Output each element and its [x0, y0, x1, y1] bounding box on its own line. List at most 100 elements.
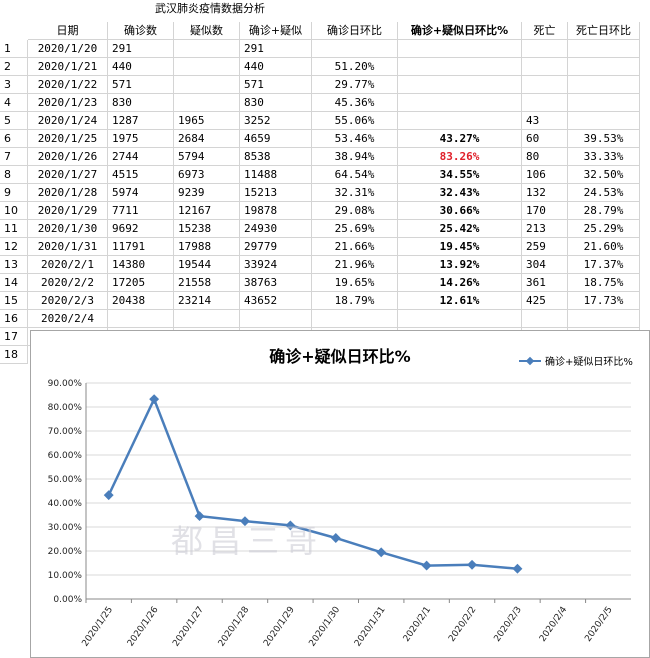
- table-cell-suspected[interactable]: 6973: [174, 166, 240, 184]
- column-header-sum-ratio[interactable]: 确诊+疑似日环比%: [398, 22, 522, 40]
- table-cell-death-ratio[interactable]: 32.50%: [568, 166, 640, 184]
- table-cell-suspected[interactable]: [174, 94, 240, 112]
- table-cell-suspected[interactable]: 21558: [174, 274, 240, 292]
- table-cell-confirmed[interactable]: 2744: [108, 148, 174, 166]
- table-cell-sum[interactable]: 3252: [240, 112, 312, 130]
- row-number[interactable]: 8: [0, 166, 28, 184]
- table-cell-suspected[interactable]: 19544: [174, 256, 240, 274]
- row-number[interactable]: 2: [0, 58, 28, 76]
- table-cell-confirmed[interactable]: 7711: [108, 202, 174, 220]
- table-cell-conf-ratio[interactable]: [312, 40, 398, 58]
- table-cell-deaths[interactable]: [522, 76, 568, 94]
- table-cell-sum-ratio[interactable]: [398, 112, 522, 130]
- table-cell-deaths[interactable]: 43: [522, 112, 568, 130]
- table-cell-sum-ratio[interactable]: 25.42%: [398, 220, 522, 238]
- table-cell-confirmed[interactable]: 11791: [108, 238, 174, 256]
- table-cell-confirmed[interactable]: 291: [108, 40, 174, 58]
- line-chart[interactable]: 确诊+疑似日环比% 确诊+疑似日环比% 0.00% 10.00% 20.00% 30.…: [30, 330, 650, 658]
- table-cell-death-ratio[interactable]: [568, 40, 640, 58]
- table-cell-suspected[interactable]: [174, 40, 240, 58]
- table-cell-conf-ratio[interactable]: 53.46%: [312, 130, 398, 148]
- table-cell-conf-ratio[interactable]: 51.20%: [312, 58, 398, 76]
- table-cell-sum-ratio[interactable]: 14.26%: [398, 274, 522, 292]
- table-cell-sum-ratio[interactable]: 32.43%: [398, 184, 522, 202]
- row-number[interactable]: 5: [0, 112, 28, 130]
- row-number[interactable]: 12: [0, 238, 28, 256]
- table-cell-suspected[interactable]: 2684: [174, 130, 240, 148]
- row-number[interactable]: 11: [0, 220, 28, 238]
- table-cell-date[interactable]: 2020/1/29: [28, 202, 108, 220]
- table-cell-deaths[interactable]: [522, 94, 568, 112]
- table-cell-conf-ratio[interactable]: 21.96%: [312, 256, 398, 274]
- table-cell-date[interactable]: 2020/1/23: [28, 94, 108, 112]
- column-header-suspected[interactable]: 疑似数: [174, 22, 240, 40]
- table-cell-death-ratio[interactable]: 17.37%: [568, 256, 640, 274]
- table-cell-suspected[interactable]: [174, 58, 240, 76]
- table-cell-conf-ratio[interactable]: 45.36%: [312, 94, 398, 112]
- row-number[interactable]: 1: [0, 40, 28, 58]
- table-cell-deaths[interactable]: [522, 58, 568, 76]
- table-cell-confirmed[interactable]: 17205: [108, 274, 174, 292]
- table-cell-death-ratio[interactable]: 18.75%: [568, 274, 640, 292]
- column-header-confirmed[interactable]: 确诊数: [108, 22, 174, 40]
- table-cell-deaths[interactable]: 106: [522, 166, 568, 184]
- table-cell-sum[interactable]: 4659: [240, 130, 312, 148]
- table-cell-suspected[interactable]: 17988: [174, 238, 240, 256]
- table-cell-date[interactable]: 2020/1/22: [28, 76, 108, 94]
- table-cell-conf-ratio[interactable]: 38.94%: [312, 148, 398, 166]
- table-cell-date[interactable]: 2020/1/27: [28, 166, 108, 184]
- row-number[interactable]: 7: [0, 148, 28, 166]
- table-cell-confirmed[interactable]: 5974: [108, 184, 174, 202]
- table-cell-sum-ratio[interactable]: 30.66%: [398, 202, 522, 220]
- table-cell-conf-ratio[interactable]: 29.77%: [312, 76, 398, 94]
- table-cell-conf-ratio[interactable]: 64.54%: [312, 166, 398, 184]
- table-cell-deaths[interactable]: 304: [522, 256, 568, 274]
- table-cell-death-ratio[interactable]: [568, 112, 640, 130]
- table-cell-conf-ratio[interactable]: 55.06%: [312, 112, 398, 130]
- table-cell-conf-ratio[interactable]: 19.65%: [312, 274, 398, 292]
- table-cell-sum[interactable]: 11488: [240, 166, 312, 184]
- table-cell-death-ratio[interactable]: 39.53%: [568, 130, 640, 148]
- table-cell-death-ratio[interactable]: 33.33%: [568, 148, 640, 166]
- table-cell-suspected[interactable]: [174, 76, 240, 94]
- table-cell-death-ratio[interactable]: 25.29%: [568, 220, 640, 238]
- table-cell-sum-ratio[interactable]: 12.61%: [398, 292, 522, 310]
- column-header-deaths[interactable]: 死亡: [522, 22, 568, 40]
- table-cell-suspected[interactable]: 12167: [174, 202, 240, 220]
- table-cell-sum[interactable]: 291: [240, 40, 312, 58]
- column-header-sum[interactable]: 确诊+疑似: [240, 22, 312, 40]
- table-cell-suspected[interactable]: 23214: [174, 292, 240, 310]
- table-cell-death-ratio[interactable]: 24.53%: [568, 184, 640, 202]
- table-cell-conf-ratio[interactable]: 29.08%: [312, 202, 398, 220]
- table-cell-conf-ratio[interactable]: 25.69%: [312, 220, 398, 238]
- table-cell-conf-ratio[interactable]: 18.79%: [312, 292, 398, 310]
- table-cell-sum-ratio[interactable]: [398, 58, 522, 76]
- table-cell-sum-ratio[interactable]: [398, 76, 522, 94]
- table-cell-confirmed[interactable]: 1287: [108, 112, 174, 130]
- table-cell-sum[interactable]: 24930: [240, 220, 312, 238]
- table-cell-suspected[interactable]: 5794: [174, 148, 240, 166]
- table-cell-conf-ratio[interactable]: [312, 310, 398, 328]
- row-number[interactable]: 3: [0, 76, 28, 94]
- table-cell-date[interactable]: 2020/2/2: [28, 274, 108, 292]
- table-cell-date[interactable]: 2020/2/1: [28, 256, 108, 274]
- table-cell-sum[interactable]: 38763: [240, 274, 312, 292]
- row-number[interactable]: 13: [0, 256, 28, 274]
- row-number[interactable]: 6: [0, 130, 28, 148]
- table-cell-confirmed[interactable]: 1975: [108, 130, 174, 148]
- row-number[interactable]: 15: [0, 292, 28, 310]
- row-number[interactable]: 17: [0, 328, 28, 346]
- table-cell-confirmed[interactable]: 4515: [108, 166, 174, 184]
- row-number[interactable]: 18: [0, 346, 28, 364]
- row-number[interactable]: 14: [0, 274, 28, 292]
- table-cell-suspected[interactable]: 9239: [174, 184, 240, 202]
- column-header-date[interactable]: 日期: [28, 22, 108, 40]
- table-cell-deaths[interactable]: 80: [522, 148, 568, 166]
- table-cell-date[interactable]: 2020/1/28: [28, 184, 108, 202]
- table-cell-deaths[interactable]: [522, 310, 568, 328]
- table-cell-date[interactable]: 2020/1/24: [28, 112, 108, 130]
- table-cell-death-ratio[interactable]: [568, 58, 640, 76]
- table-cell-sum[interactable]: [240, 310, 312, 328]
- table-cell-confirmed[interactable]: 9692: [108, 220, 174, 238]
- row-number[interactable]: 9: [0, 184, 28, 202]
